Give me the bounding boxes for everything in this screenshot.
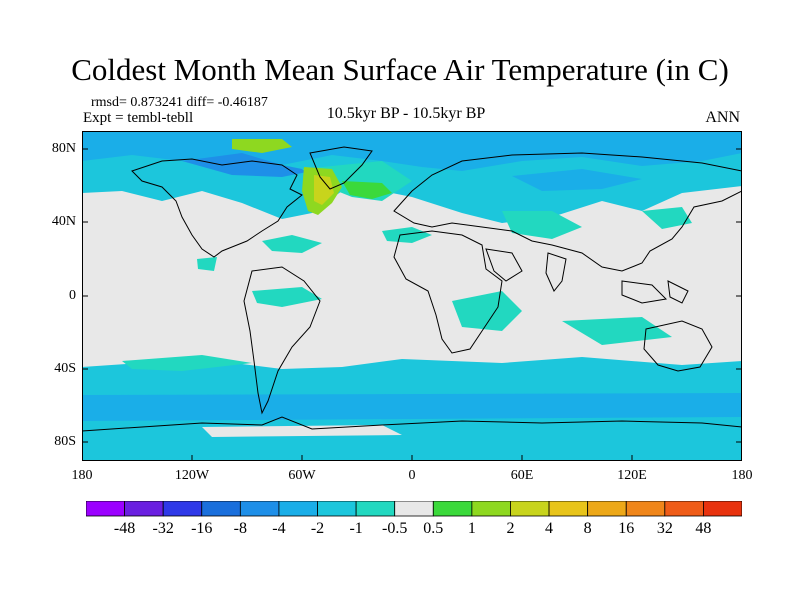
colorbar-box [625, 501, 666, 517]
colorbar-box [355, 501, 396, 517]
colorbar-label: -4 [272, 520, 286, 537]
lon-label: 120W [174, 468, 210, 483]
colorbar-label: 1 [467, 520, 476, 537]
colorbar-box [162, 501, 203, 517]
colorbar-label: 0.5 [423, 520, 444, 537]
colorbar-box [278, 501, 318, 517]
lat-label: 80N [51, 141, 76, 156]
colorbar-box [394, 501, 434, 517]
colorbar-box [239, 501, 280, 517]
colorbar-box [510, 501, 550, 517]
colorbar-label: -0.5 [382, 520, 408, 537]
colorbar-box [124, 501, 164, 517]
colorbar-box [471, 501, 511, 517]
colorbar-box [703, 501, 742, 517]
colorbar-label: 16 [618, 520, 635, 537]
lon-label: 120E [617, 468, 647, 483]
colorbar-box [86, 501, 125, 517]
colorbar-label: -16 [191, 520, 213, 537]
colorbar-label: -2 [310, 520, 325, 537]
colorbar-label: -8 [233, 520, 247, 537]
lon-label: 0 [408, 468, 416, 483]
colorbar-label: 32 [656, 520, 673, 537]
season-label: ANN [705, 109, 740, 126]
axis-ticks [82, 148, 742, 461]
colorbar-box [548, 501, 589, 517]
lon-label: 60E [510, 468, 534, 483]
lat-label: 40S [54, 361, 76, 376]
colorbar-box [432, 501, 473, 517]
world-map [82, 131, 742, 461]
colorbar-box [317, 501, 357, 517]
lat-label: 40N [51, 214, 76, 229]
stats-label: rmsd= 0.873241 diff= -0.46187 [91, 95, 268, 110]
anomaly-fill [82, 131, 742, 461]
colorbar-box [664, 501, 704, 517]
lat-label: 0 [69, 288, 76, 303]
experiment-label: Expt = tembl-tebll [83, 110, 194, 126]
chart-title: Coldest Month Mean Surface Air Temperatu… [71, 52, 729, 87]
colorbar-label: 2 [506, 520, 515, 537]
colorbar-box [587, 501, 627, 517]
coastlines [82, 146, 742, 432]
lon-label: 60W [288, 468, 316, 483]
subtitle: 10.5kyr BP - 10.5kyr BP [326, 105, 486, 122]
colorbar-label: 4 [545, 520, 554, 537]
lat-label: 80S [54, 434, 76, 449]
colorbar-label: -32 [152, 520, 174, 537]
lon-label: 180 [731, 468, 753, 483]
colorbar-label: 48 [695, 520, 712, 537]
colorbar-label: -1 [349, 520, 363, 537]
lon-label: 180 [71, 468, 93, 483]
colorbar-box [201, 501, 241, 517]
colorbar-label: 8 [583, 520, 592, 537]
colorbar-label: -48 [113, 520, 136, 537]
colorbar [86, 501, 742, 517]
